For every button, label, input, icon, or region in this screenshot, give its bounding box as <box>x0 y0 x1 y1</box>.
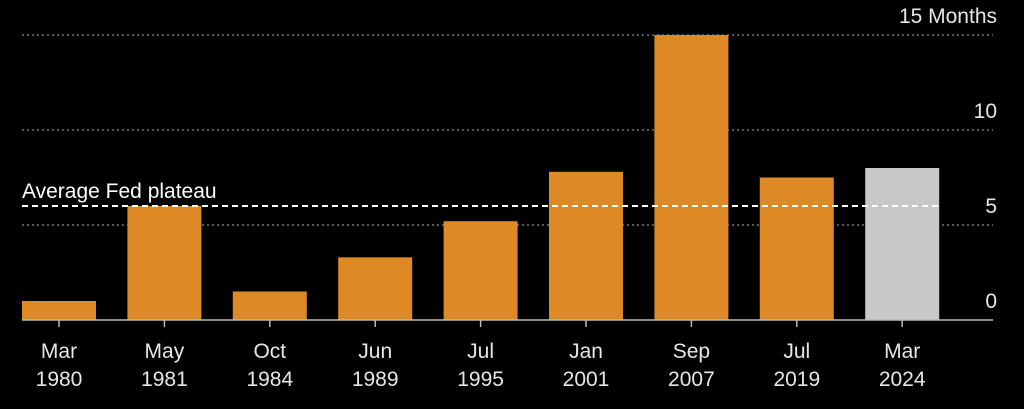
x-tick-label: 1995 <box>457 368 504 391</box>
average-fed-plateau-label: Average Fed plateau <box>22 180 217 203</box>
y-tick-label: 15 Months <box>899 5 997 28</box>
bar-mar-1980 <box>22 301 96 320</box>
bar-jul-2019 <box>759 177 834 320</box>
x-tick-label: 2019 <box>773 368 820 391</box>
x-tick-label: Jun <box>358 340 392 363</box>
x-tick-label: Jul <box>783 340 810 363</box>
y-tick-label: 5 <box>985 195 997 218</box>
x-tick-label: 1981 <box>141 368 188 391</box>
x-tick-label: Oct <box>253 340 286 363</box>
x-tick-label: 1984 <box>246 368 293 391</box>
y-axis-labels: 0 5 10 15 Months <box>899 5 997 313</box>
bar-jun-1989 <box>338 257 413 320</box>
bar-mar-2024 <box>865 168 940 320</box>
x-axis-labels: Mar 1980 May 1981 Oct 1984 Jun 1989 Jul 1995 Jan 20… <box>36 320 926 391</box>
x-tick-label: 2024 <box>879 368 926 391</box>
y-tick-label: 10 <box>974 100 997 123</box>
x-tick-label: 2001 <box>563 368 610 391</box>
x-tick-label: 1989 <box>352 368 399 391</box>
x-tick-label: 2007 <box>668 368 715 391</box>
x-tick-label: Mar <box>41 340 77 363</box>
bar-may-1981 <box>127 206 202 320</box>
x-tick-label: Mar <box>884 340 920 363</box>
y-tick-label: 0 <box>985 290 997 313</box>
x-tick-label: May <box>145 340 185 363</box>
bar-jan-2001 <box>549 171 623 320</box>
bar-oct-1984 <box>232 291 307 320</box>
x-tick-label: 1980 <box>36 368 83 391</box>
bar-jul-1995 <box>443 221 518 320</box>
x-tick-label: Jan <box>569 340 603 363</box>
bars <box>22 35 940 320</box>
bar-sep-2007 <box>654 35 729 320</box>
x-tick-label: Sep <box>673 340 710 363</box>
x-tick-label: Jul <box>467 340 494 363</box>
